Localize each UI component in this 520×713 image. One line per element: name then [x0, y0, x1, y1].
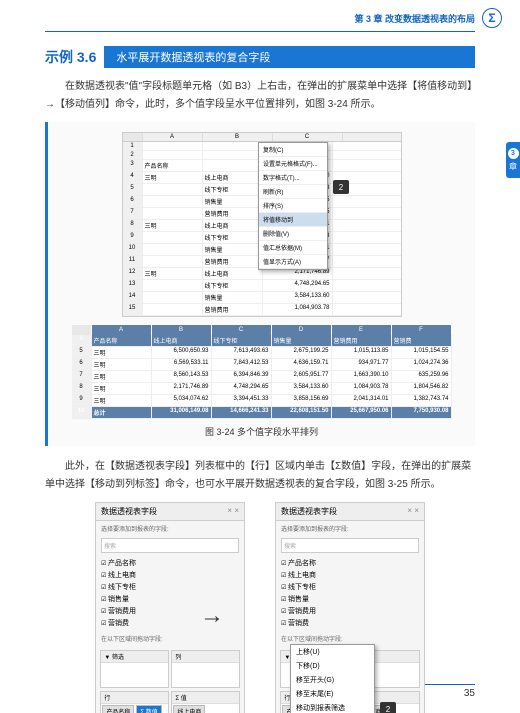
paragraph-2: 此外，在【数据透视表字段】列表框中的【行】区域内单击【Σ数值】字段，在弹出的扩展…	[45, 458, 475, 494]
side-tab: 3章	[506, 142, 520, 178]
figure-3-25: 数据透视表字段选择要添加到报表的字段:搜索产品名称线上电商线下专柜销售量营销费用…	[45, 502, 475, 713]
callout-2: 2	[333, 180, 349, 194]
sigma-badge: Σ	[482, 8, 502, 28]
chapter-header: 第 3 章 改变数据透视表的布局	[0, 0, 520, 29]
fig1-caption: 图 3-24 多个值字段水平排列	[56, 425, 467, 438]
callout-2b: 2	[380, 702, 396, 713]
paragraph-1: 在数据透视表"值"字段标题单元格（如 B3）上右击，在弹出的扩展菜单中选择【将值…	[45, 78, 475, 114]
example-title: 水平展开数据透视表的复合字段	[104, 46, 475, 68]
figure-3-24: ABC123产品名称4三明线上电商6,5005线下专柜7,613,493.636…	[45, 122, 475, 446]
page-number: 35	[464, 688, 475, 699]
example-number: 示例 3.6	[45, 47, 96, 67]
